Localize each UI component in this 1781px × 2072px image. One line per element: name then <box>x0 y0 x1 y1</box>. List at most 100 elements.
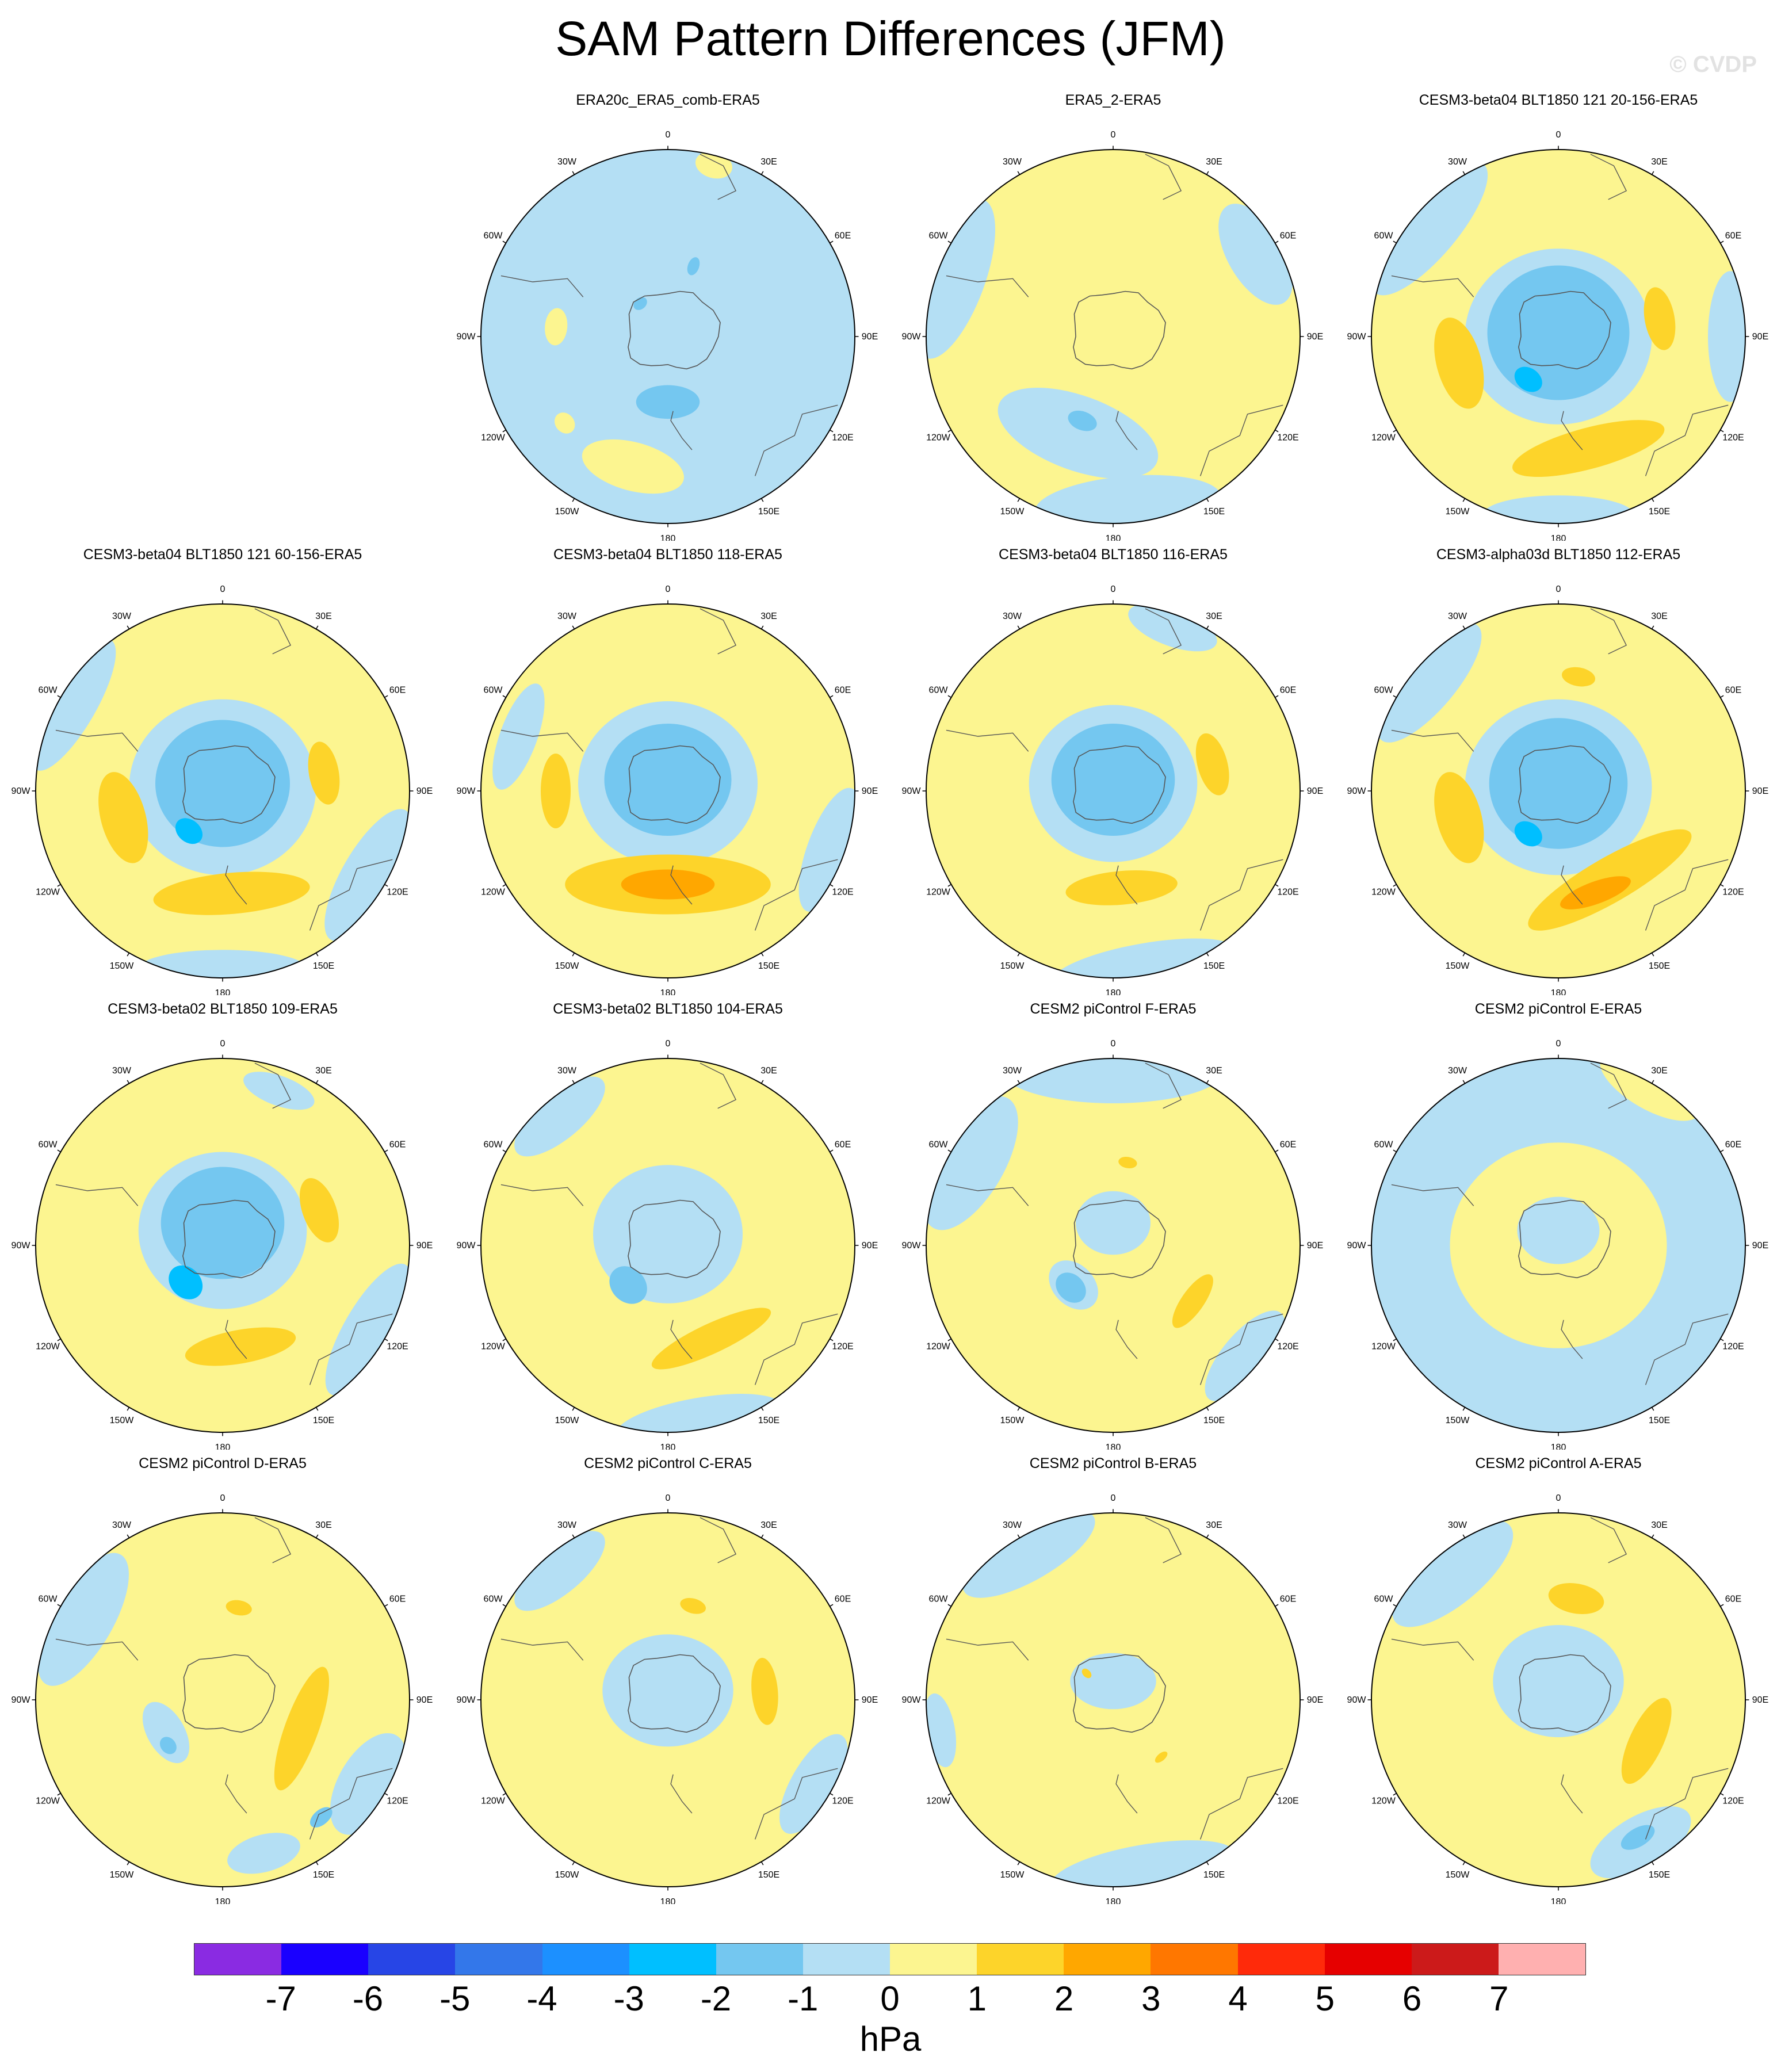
panel-title: CESM2 piControl B-ERA5 <box>1029 1455 1197 1471</box>
longitude-label: 30W <box>557 611 577 621</box>
longitude-label: 60W <box>39 1595 58 1604</box>
longitude-label: 120W <box>1371 888 1396 897</box>
coastline <box>225 865 247 905</box>
longitude-label: 30E <box>760 1066 777 1076</box>
positive-anomaly-contour <box>680 1597 706 1614</box>
colorbar-swatch <box>1064 1944 1151 1975</box>
colorbar-tick-label: -1 <box>788 1979 819 2018</box>
longitude-label: 120E <box>1722 1342 1744 1352</box>
negative-anomaly-contour <box>1484 495 1633 523</box>
panel-title: CESM2 piControl D-ERA5 <box>139 1455 307 1471</box>
longitude-label: 90E <box>1752 786 1768 796</box>
longitude-label: 120E <box>387 888 408 897</box>
longitude-label: 60E <box>835 1140 851 1150</box>
coastline <box>254 608 292 655</box>
colorbar-swatch <box>890 1944 977 1975</box>
longitude-label: 150W <box>1000 1416 1025 1425</box>
longitude-label: 60W <box>929 686 949 695</box>
longitude-label: 30W <box>112 1066 132 1076</box>
positive-anomaly-contour <box>751 1657 778 1725</box>
longitude-label: 150E <box>313 1416 334 1425</box>
negative-anomaly-contour <box>1514 821 1542 847</box>
coastline <box>946 1638 1029 1661</box>
coastline <box>1391 1638 1474 1661</box>
polar-map: 0 30E 60E 90E 120E 150E 180 150W 120W 90W 60W 30W <box>902 1493 1324 1904</box>
negative-anomaly-contour <box>169 1265 203 1299</box>
negative-anomaly-contour <box>514 1076 605 1157</box>
antarctica-coastline <box>1073 1199 1166 1279</box>
negative-anomaly-contour <box>514 1531 605 1611</box>
map-background-field <box>481 150 855 523</box>
longitude-label: 90W <box>902 332 922 342</box>
longitude-label: 150W <box>1000 961 1025 971</box>
coastline <box>946 1184 1029 1206</box>
coastline <box>1115 411 1138 450</box>
coastline <box>700 154 737 200</box>
coastline <box>1391 275 1474 297</box>
positive-anomaly-contour <box>582 439 684 494</box>
longitude-label: 30E <box>760 1520 777 1530</box>
coastline <box>754 859 838 931</box>
positive-anomaly-contour <box>621 869 715 900</box>
negative-anomaly-contour <box>138 950 307 978</box>
longitude-label: 30W <box>1003 1066 1022 1076</box>
longitude-label: 0 <box>666 584 671 594</box>
coastline <box>500 729 584 752</box>
longitude-label: 30E <box>760 157 777 167</box>
coastline <box>1590 1062 1627 1109</box>
panel-title: CESM3-beta02 BLT1850 109-ERA5 <box>108 1001 338 1017</box>
longitude-label: 180 <box>215 1443 231 1450</box>
positive-anomaly-contour <box>1434 318 1484 409</box>
longitude-label: 120E <box>832 888 853 897</box>
map-panel: CESM2 piControl C-ERA5 0 30E 60E 90E 120E 150E… <box>445 1450 890 1904</box>
map-panel: CESM3-alpha03d BLT1850 112-ERA5 0 30E 60E 90… <box>1336 541 1781 995</box>
longitude-label: 30W <box>557 1520 577 1530</box>
coastline <box>754 404 838 476</box>
polar-map: 0 30E 60E 90E 120E 150E 180 150W 120W 90W 60W 30W <box>902 130 1324 541</box>
longitude-label: 60E <box>1725 231 1741 241</box>
longitude-label: 180 <box>1106 534 1121 541</box>
longitude-label: 120E <box>1277 433 1298 443</box>
colorbar-swatch <box>1498 1944 1585 1975</box>
positive-anomaly-contour <box>1118 1156 1137 1169</box>
longitude-label: 180 <box>1106 1897 1121 1904</box>
antarctica-coastline <box>1073 290 1166 370</box>
longitude-label: 30E <box>1651 611 1667 621</box>
longitude-label: 30W <box>1448 1520 1467 1530</box>
panel-title: CESM2 piControl C-ERA5 <box>584 1455 752 1471</box>
longitude-label: 30E <box>1651 157 1667 167</box>
negative-anomaly-contour <box>324 809 410 942</box>
coastline <box>1645 1768 1729 1840</box>
coastline <box>1115 865 1138 905</box>
longitude-label: 0 <box>220 584 226 594</box>
longitude-label: 120E <box>1277 1796 1298 1806</box>
negative-anomaly-contour <box>997 388 1159 479</box>
negative-anomaly-contour <box>1052 938 1236 978</box>
longitude-label: 120E <box>1277 1342 1298 1352</box>
longitude-label: 30E <box>1651 1520 1667 1530</box>
longitude-label: 120E <box>832 1796 853 1806</box>
coastline <box>1115 1320 1138 1359</box>
colorbar-tick-label: 7 <box>1489 1979 1509 2018</box>
coastline <box>700 608 737 655</box>
negative-anomaly-contour <box>926 199 996 359</box>
longitude-label: 30E <box>1206 1066 1222 1076</box>
coastline <box>670 1774 693 1814</box>
coastline <box>1590 154 1627 200</box>
antarctica-coastline <box>1073 1654 1166 1733</box>
longitude-label: 60E <box>389 686 406 695</box>
coastline <box>1561 865 1583 905</box>
coastline <box>254 1062 292 1109</box>
longitude-label: 90W <box>902 1241 922 1251</box>
map-panel: ERA20c_ERA5_comb-ERA5 0 30E 60E 90E 120E 150E 1… <box>445 86 890 541</box>
longitude-label: 90W <box>457 1241 476 1251</box>
longitude-label: 0 <box>220 1493 226 1503</box>
longitude-label: 90E <box>416 786 433 796</box>
positive-anomaly-contour <box>1155 1751 1168 1763</box>
longitude-label: 120E <box>832 1342 853 1352</box>
map-panel: CESM3-beta02 BLT1850 104-ERA5 0 30E 60E 90E 1… <box>445 995 890 1450</box>
longitude-label: 60E <box>1280 1595 1296 1604</box>
colorbar-swatch <box>455 1944 542 1975</box>
colorbar-swatch <box>977 1944 1064 1975</box>
negative-anomaly-contour <box>492 683 545 790</box>
